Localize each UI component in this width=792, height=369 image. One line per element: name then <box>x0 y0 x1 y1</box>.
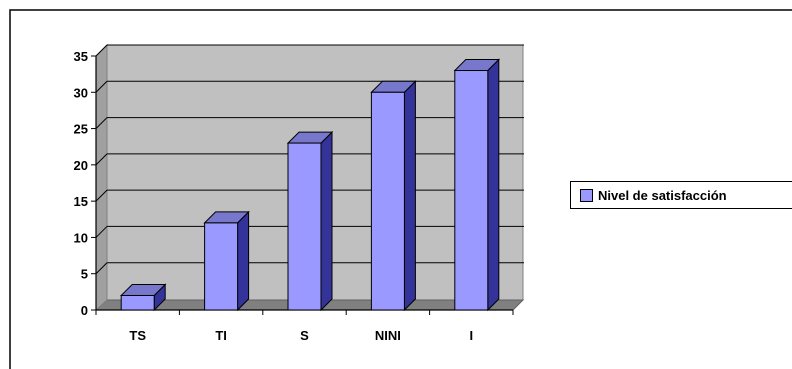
gridline-side <box>95 153 108 166</box>
bar-side <box>320 130 333 312</box>
bar-front <box>370 91 405 311</box>
x-tick-label: TS <box>129 328 146 343</box>
bar-side <box>403 80 416 312</box>
bar-nini <box>370 80 417 312</box>
chart-border <box>9 9 792 369</box>
plot-side-wall <box>95 43 108 312</box>
x-tick-label: I <box>469 328 473 343</box>
legend-label: Nivel de satisfacción <box>598 187 727 203</box>
gridline-side <box>95 262 108 275</box>
y-tick-label: 10 <box>74 230 88 245</box>
bar-side <box>237 210 250 312</box>
bar-ts <box>119 283 167 312</box>
y-tick-label: 0 <box>81 303 88 318</box>
gridline-side <box>95 44 108 57</box>
y-tick-label: 20 <box>74 158 88 173</box>
gridline-side <box>95 117 108 129</box>
x-axis: TS TI S NINI I <box>95 309 514 343</box>
y-tick-label: 5 <box>81 267 88 282</box>
legend: Nivel de satisfacción <box>570 181 792 209</box>
bar-i <box>453 58 501 312</box>
bar-front <box>120 294 155 311</box>
bar-ti <box>203 210 250 312</box>
bar-front <box>454 70 489 311</box>
y-tick-label: 25 <box>74 122 88 137</box>
y-tick-label: 15 <box>74 194 88 209</box>
x-tick-label: S <box>300 328 309 343</box>
bar-front <box>287 142 322 311</box>
bar-side <box>487 58 500 312</box>
bar-front <box>204 222 239 311</box>
bar-s <box>286 130 334 312</box>
gridline-side <box>95 80 108 93</box>
bars <box>119 58 501 312</box>
x-tick-label: NINI <box>375 328 401 343</box>
y-axis: 0 5 10 15 20 25 30 35 <box>74 49 97 318</box>
legend-swatch <box>580 188 593 202</box>
y-tick-label: 35 <box>74 49 88 64</box>
gridline-side <box>95 189 108 202</box>
x-tick-label: TI <box>215 328 227 343</box>
gridline-side <box>95 226 108 238</box>
y-tick-label: 30 <box>74 85 88 100</box>
